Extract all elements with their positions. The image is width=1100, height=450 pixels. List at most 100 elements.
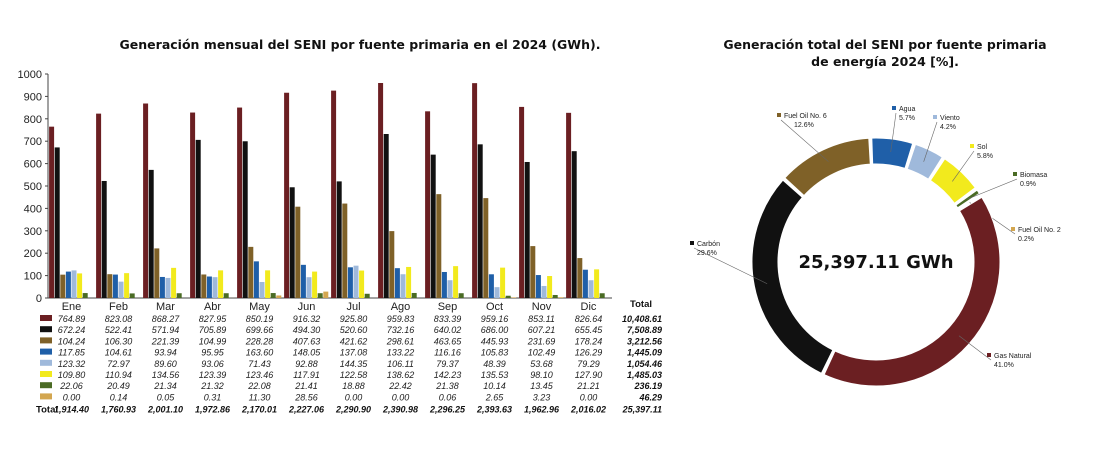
- table-cell: 0.06: [439, 392, 457, 402]
- bar: [577, 258, 583, 298]
- bar: [107, 274, 113, 298]
- table-cell: 95.95: [201, 348, 225, 358]
- legend-swatch: [40, 393, 52, 400]
- bar: [71, 270, 77, 298]
- bar: [118, 281, 124, 298]
- table-cell: 686.00: [481, 325, 509, 335]
- column-total: 1,972.86: [195, 405, 231, 415]
- x-category-label: Feb: [109, 301, 128, 313]
- legend-swatch: [40, 371, 52, 377]
- bar: [347, 267, 353, 298]
- bar: [552, 294, 558, 298]
- table-cell: 117.91: [293, 370, 320, 380]
- row-total: 3,212.56: [627, 336, 663, 346]
- table-cell: 98.10: [530, 370, 553, 380]
- bar: [112, 274, 118, 298]
- table-cell: 10.14: [483, 381, 506, 391]
- bar: [148, 169, 154, 298]
- bar: [599, 293, 605, 298]
- row-total: 7,508.89: [627, 325, 662, 335]
- table-cell: 0.00: [345, 392, 363, 402]
- bar: [218, 270, 224, 298]
- table-cell: 163.60: [246, 348, 274, 358]
- table-cell: 823.08: [105, 314, 133, 324]
- bar: [124, 273, 130, 298]
- bar: [312, 271, 318, 298]
- table-cell: 104.61: [105, 348, 133, 358]
- table-cell: 53.68: [530, 359, 553, 369]
- x-category-label: Jul: [346, 301, 360, 313]
- table-cell: 110.94: [105, 370, 132, 380]
- y-tick-label: 400: [24, 203, 42, 215]
- bar: [77, 273, 83, 298]
- bar: [154, 248, 160, 298]
- bar: [96, 113, 102, 298]
- bar: [500, 267, 506, 298]
- donut-title-line-1: Generación total del SENI por fuente pri…: [723, 37, 1047, 52]
- y-tick-label: 700: [24, 136, 42, 148]
- bar: [165, 277, 171, 298]
- table-cell: 0.00: [392, 392, 410, 402]
- column-total: 1,914.40: [54, 405, 89, 415]
- bar: [336, 181, 342, 298]
- bar: [242, 141, 248, 298]
- y-tick-label: 300: [24, 226, 42, 238]
- bar: [582, 269, 588, 298]
- bar: [171, 267, 177, 298]
- bar: [237, 107, 243, 299]
- table-cell: 826.64: [575, 314, 603, 324]
- bar: [265, 270, 271, 298]
- bar: [535, 275, 541, 298]
- table-cell: 21.41: [294, 381, 318, 391]
- table-cell: 102.49: [528, 348, 556, 358]
- table-cell: 0.14: [110, 392, 128, 402]
- table-cell: 109.80: [58, 370, 86, 380]
- table-cell: 28.56: [294, 392, 318, 402]
- bar: [483, 198, 489, 298]
- column-total: 2,016.02: [570, 405, 606, 415]
- bar: [530, 246, 536, 298]
- y-tick-label: 0: [36, 293, 42, 305]
- column-total: 2,001.10: [147, 405, 183, 415]
- bar: [331, 90, 337, 299]
- bar: [253, 261, 259, 298]
- table-cell: 117.85: [58, 348, 86, 358]
- bar: [306, 277, 312, 298]
- table-cell: 116.16: [434, 348, 461, 358]
- table-cell: 142.23: [434, 370, 462, 380]
- total-column-header: Total: [630, 299, 652, 310]
- table-cell: 699.66: [246, 325, 274, 335]
- table-cell: 827.95: [199, 314, 228, 324]
- table-cell: 231.69: [527, 336, 556, 346]
- bar: [270, 293, 276, 298]
- row-total: 1,054.46: [627, 359, 663, 369]
- table-cell: 138.62: [387, 370, 415, 380]
- table-cell: 92.88: [295, 359, 318, 369]
- table-cell: 178.24: [575, 336, 603, 346]
- table-cell: 123.39: [199, 370, 227, 380]
- table-cell: 148.05: [293, 348, 322, 358]
- table-cell: 79.29: [577, 359, 600, 369]
- bar: [248, 246, 254, 298]
- legend-swatch: [40, 315, 52, 321]
- table-cell: 959.83: [387, 314, 415, 324]
- y-tick-label: 900: [24, 91, 42, 103]
- column-total: 2,296.25: [429, 405, 466, 415]
- table-cell: 732.16: [387, 325, 415, 335]
- table-cell: 672.24: [58, 325, 86, 335]
- table-cell: 21.34: [153, 381, 177, 391]
- bar: [524, 161, 530, 298]
- bar: [353, 265, 359, 298]
- table-cell: 764.89: [58, 314, 86, 324]
- y-tick-label: 200: [24, 248, 42, 260]
- x-category-label: Jun: [298, 301, 316, 313]
- table-cell: 0.31: [204, 392, 222, 402]
- table-cell: 135.53: [481, 370, 509, 380]
- table-cell: 833.39: [434, 314, 462, 324]
- table-cell: 104.99: [199, 336, 227, 346]
- bar: [60, 274, 66, 298]
- column-total: 2,393.63: [476, 405, 512, 415]
- table-cell: 104.24: [58, 336, 86, 346]
- bar: [159, 276, 165, 298]
- column-total: 2,170.01: [241, 405, 277, 415]
